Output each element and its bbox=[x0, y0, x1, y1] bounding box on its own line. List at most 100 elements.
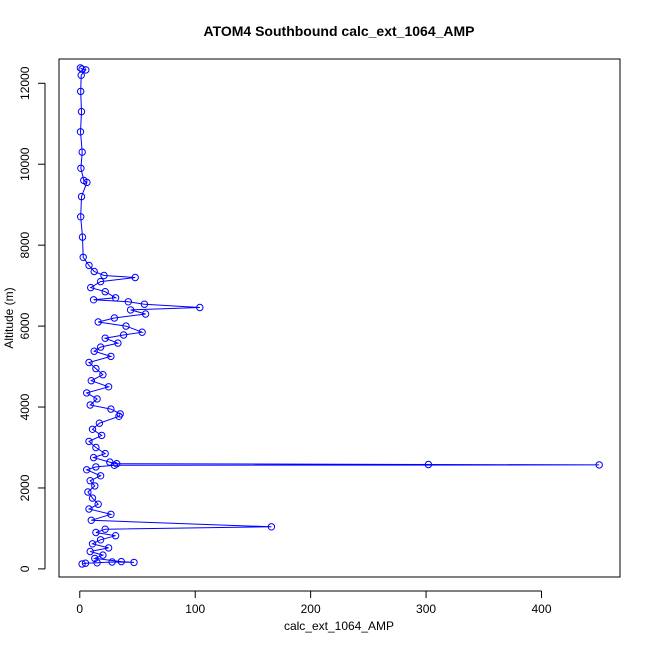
data-point bbox=[141, 310, 150, 318]
y-tick-label: 4000 bbox=[18, 393, 32, 420]
data-point bbox=[77, 107, 86, 116]
data-point bbox=[107, 405, 115, 413]
x-tick-label: 0 bbox=[76, 602, 83, 616]
data-point bbox=[130, 558, 138, 567]
data-point bbox=[86, 547, 94, 556]
data-point bbox=[90, 267, 98, 276]
data-point bbox=[95, 419, 104, 427]
x-tick-label: 300 bbox=[416, 602, 436, 616]
data-point bbox=[96, 343, 105, 351]
data-point bbox=[113, 460, 121, 468]
x-axis: 0 100 200 300 400 bbox=[76, 590, 552, 616]
data-point bbox=[85, 505, 93, 513]
data-point bbox=[84, 488, 92, 496]
data-point bbox=[101, 449, 109, 458]
data-point bbox=[77, 213, 85, 221]
data-point bbox=[108, 558, 116, 566]
data-point bbox=[96, 536, 105, 544]
data-point bbox=[88, 540, 97, 548]
data-point bbox=[107, 510, 115, 518]
y-axis-label: Altitude (m) bbox=[2, 287, 16, 348]
data-point bbox=[115, 412, 123, 420]
data-point bbox=[85, 358, 93, 367]
data-point bbox=[88, 425, 97, 433]
data-point bbox=[101, 288, 109, 296]
data-point bbox=[111, 532, 120, 540]
data-point bbox=[86, 477, 94, 485]
data-point bbox=[76, 128, 85, 136]
data-point bbox=[91, 482, 99, 490]
data-layer bbox=[76, 64, 603, 568]
data-point bbox=[83, 389, 91, 397]
data-point bbox=[92, 364, 100, 373]
y-tick-label: 2000 bbox=[18, 474, 32, 501]
data-point bbox=[119, 331, 128, 339]
data-point bbox=[90, 347, 98, 355]
data-point bbox=[96, 472, 105, 480]
data-point bbox=[77, 87, 85, 96]
y-tick-label: 8000 bbox=[18, 231, 32, 258]
data-point bbox=[117, 557, 126, 566]
data-point bbox=[81, 559, 90, 567]
data-point bbox=[124, 298, 133, 306]
data-point bbox=[99, 551, 107, 559]
x-axis-label: calc_ext_1064_AMP bbox=[284, 619, 394, 633]
x-tick-label: 100 bbox=[185, 602, 205, 616]
data-point bbox=[88, 494, 97, 502]
data-point bbox=[100, 271, 108, 280]
data-point bbox=[77, 164, 85, 173]
data-point bbox=[92, 443, 100, 452]
data-point bbox=[89, 296, 98, 304]
data-point bbox=[196, 303, 204, 312]
data-point bbox=[78, 560, 86, 568]
data-point bbox=[79, 253, 87, 261]
data-point bbox=[83, 178, 91, 187]
data-point bbox=[104, 383, 113, 391]
data-point bbox=[92, 528, 100, 537]
data-point bbox=[101, 334, 109, 342]
data-point bbox=[107, 352, 115, 361]
data-point bbox=[83, 466, 91, 474]
data-point bbox=[85, 261, 93, 270]
data-point bbox=[93, 395, 101, 403]
data-point bbox=[85, 437, 93, 446]
data-point bbox=[92, 463, 100, 471]
data-point bbox=[82, 66, 90, 74]
chart-title: ATOM4 Southbound calc_ext_1064_AMP bbox=[204, 23, 475, 39]
data-point bbox=[110, 461, 119, 469]
data-point bbox=[104, 544, 113, 552]
data-point bbox=[126, 306, 135, 314]
data-point bbox=[78, 233, 87, 241]
data-point bbox=[94, 318, 102, 326]
data-point bbox=[99, 371, 107, 379]
data-point bbox=[91, 554, 99, 563]
data-point bbox=[98, 431, 106, 440]
data-point bbox=[267, 523, 276, 531]
y-tick-label: 0 bbox=[18, 565, 32, 572]
data-point bbox=[111, 294, 120, 302]
data-point bbox=[86, 401, 94, 409]
data-point bbox=[140, 300, 149, 308]
y-axis: 0 2000 4000 6000 8000 10000 12000 bbox=[18, 66, 46, 572]
data-point bbox=[77, 71, 85, 79]
data-point bbox=[87, 377, 96, 385]
y-tick-label: 12000 bbox=[18, 66, 32, 100]
y-tick-label: 10000 bbox=[18, 147, 32, 181]
data-point bbox=[87, 283, 95, 292]
data-point bbox=[114, 339, 122, 347]
plot-area-frame bbox=[58, 58, 621, 578]
x-tick-label: 200 bbox=[301, 602, 321, 616]
data-point bbox=[138, 328, 146, 336]
data-point bbox=[87, 516, 96, 524]
series-line bbox=[79, 67, 600, 565]
data-point bbox=[101, 525, 109, 533]
data-point bbox=[595, 461, 603, 469]
data-point bbox=[78, 148, 86, 156]
data-point bbox=[77, 192, 86, 201]
data-point bbox=[131, 273, 139, 282]
data-point bbox=[110, 314, 119, 322]
x-tick-label: 400 bbox=[531, 602, 551, 616]
data-point bbox=[122, 322, 130, 330]
data-point bbox=[94, 500, 102, 508]
